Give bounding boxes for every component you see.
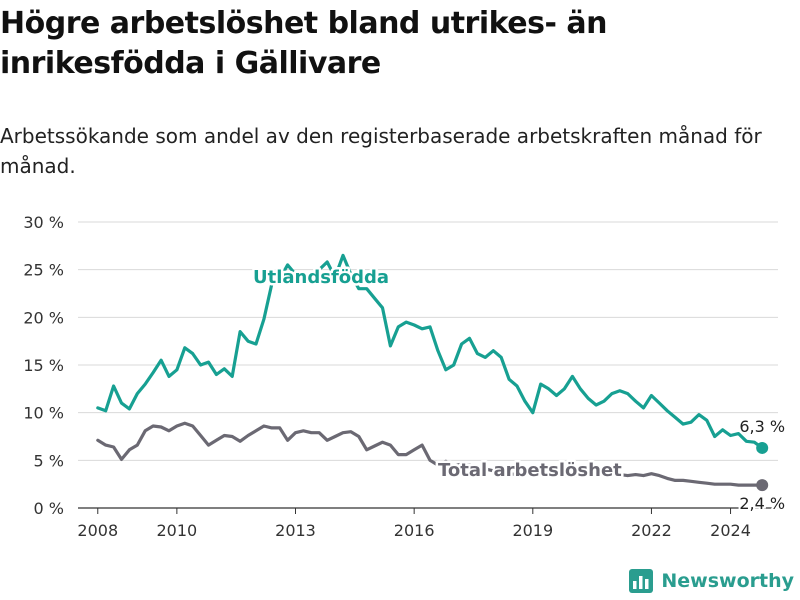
end-point-utlandsfodda [756, 441, 769, 454]
x-tick-label: 2024 [710, 521, 751, 540]
x-tick-label: 2016 [394, 521, 435, 540]
x-tick-label: 2008 [77, 521, 118, 540]
y-tick-label: 20 % [23, 308, 64, 327]
y-tick-label: 5 % [34, 451, 64, 470]
x-tick-label: 2022 [631, 521, 672, 540]
y-tick-label: 0 % [34, 499, 64, 518]
x-tick-label: 2019 [512, 521, 553, 540]
end-label-total: 2,4 % [739, 494, 785, 513]
series-label-utlandsfodda: Utlandsfödda [253, 267, 389, 288]
y-tick-label: 25 % [23, 261, 64, 280]
y-tick-label: 30 % [23, 213, 64, 232]
chart-subtitle: Arbetssökande som andel av den registerb… [0, 124, 762, 178]
series-line-total [96, 421, 764, 487]
bar-chart-icon [629, 569, 654, 593]
chart-title: Högre arbetslöshet bland utrikes- än inr… [0, 6, 607, 81]
brand-name: Newsworthy [661, 570, 794, 592]
series-line-utlandsfodda [96, 253, 764, 450]
series-label-total: Total arbetslöshet [438, 460, 622, 481]
brand-logo: Newsworthy [628, 568, 794, 594]
x-tick-label: 2010 [157, 521, 198, 540]
end-label-utlandsfodda: 6,3 % [739, 417, 785, 436]
y-tick-label: 10 % [23, 404, 64, 423]
end-point-total [756, 479, 769, 492]
x-tick-label: 2013 [275, 521, 316, 540]
y-tick-label: 15 % [23, 356, 64, 375]
